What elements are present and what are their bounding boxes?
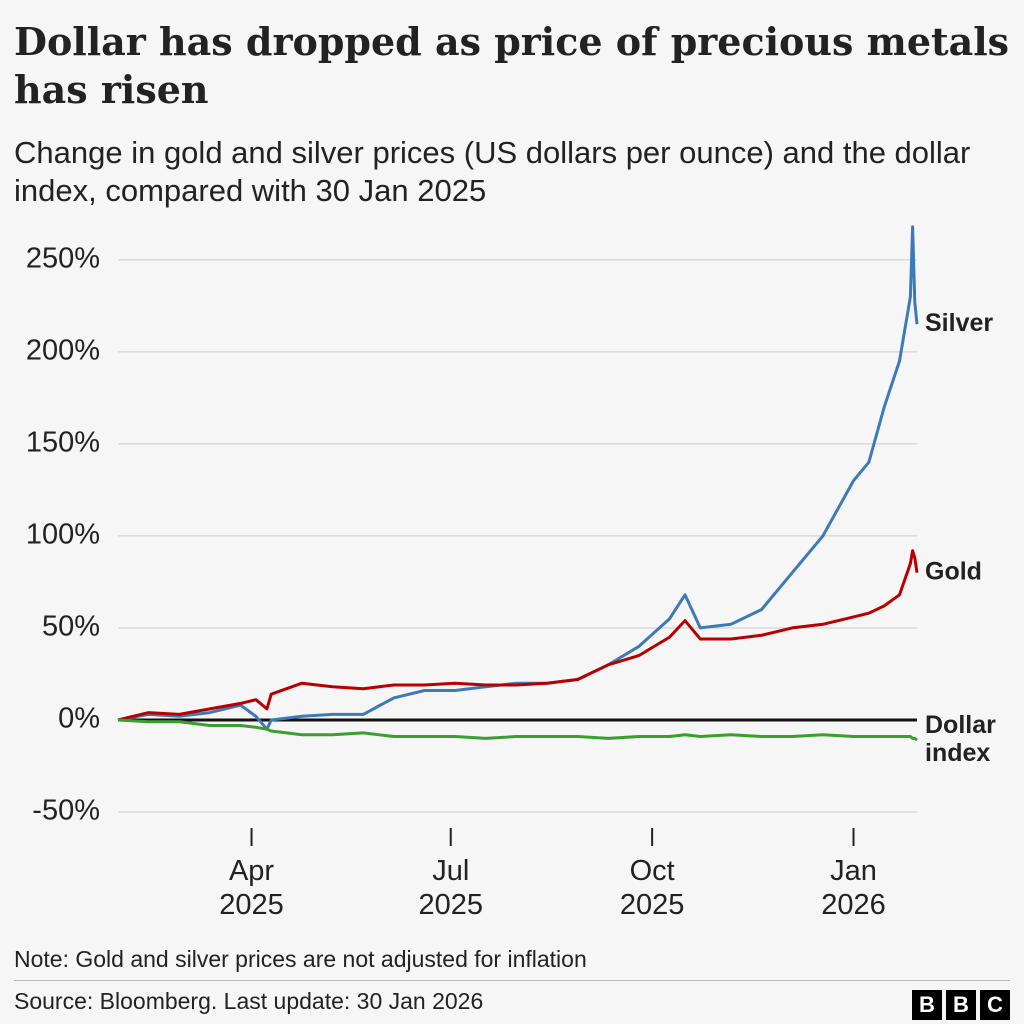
y-tick-label: 150% [26,427,100,459]
x-tick-label: Apr 2025 [219,855,284,921]
y-tick-label: 100% [26,519,100,551]
x-tick-label: Jul 2025 [418,855,483,921]
logo: B B C [912,990,1010,1020]
series-label: Gold [925,557,982,585]
separator [14,980,1010,981]
series-line [117,718,918,742]
series-line [117,225,919,731]
series-label: Dollar index [925,711,996,767]
series-label: Silver [925,309,993,337]
logo-letter: C [980,990,1010,1020]
x-tick-label: Jan 2026 [821,855,886,921]
source: Source: Bloomberg. Last update: 30 Jan 2… [14,988,484,1014]
x-tick-label: Oct 2025 [620,855,685,921]
y-tick-label: 250% [26,242,100,274]
y-tick-label: 200% [26,335,100,367]
y-tick-label: 50% [42,611,100,643]
title: Dollar has dropped as price of precious … [14,19,1010,112]
logo-letter: B [912,990,942,1020]
y-tick-label: -50% [32,795,100,827]
note: Note: Gold and silver prices are not adj… [14,946,587,972]
logo-letter: B [946,990,976,1020]
y-tick-label: 0% [58,703,100,735]
subtitle: Change in gold and silver prices (US dol… [14,135,971,208]
series-line [117,549,919,722]
